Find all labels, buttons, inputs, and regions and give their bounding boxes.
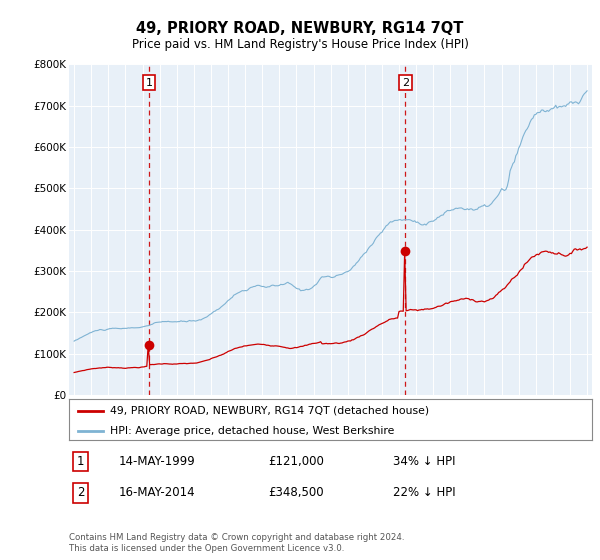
Text: £348,500: £348,500 [268, 486, 323, 500]
Text: 1: 1 [145, 78, 152, 87]
Text: 16-MAY-2014: 16-MAY-2014 [119, 486, 196, 500]
Text: 2: 2 [402, 78, 409, 87]
Text: Price paid vs. HM Land Registry's House Price Index (HPI): Price paid vs. HM Land Registry's House … [131, 38, 469, 51]
Text: 34% ↓ HPI: 34% ↓ HPI [394, 455, 456, 468]
Text: 49, PRIORY ROAD, NEWBURY, RG14 7QT (detached house): 49, PRIORY ROAD, NEWBURY, RG14 7QT (deta… [110, 405, 429, 416]
Text: 49, PRIORY ROAD, NEWBURY, RG14 7QT: 49, PRIORY ROAD, NEWBURY, RG14 7QT [136, 21, 464, 36]
Text: HPI: Average price, detached house, West Berkshire: HPI: Average price, detached house, West… [110, 426, 394, 436]
Text: 14-MAY-1999: 14-MAY-1999 [119, 455, 196, 468]
Text: 1: 1 [77, 455, 84, 468]
Text: 22% ↓ HPI: 22% ↓ HPI [394, 486, 456, 500]
Text: £121,000: £121,000 [268, 455, 323, 468]
Text: 2: 2 [77, 486, 84, 500]
Text: Contains HM Land Registry data © Crown copyright and database right 2024.
This d: Contains HM Land Registry data © Crown c… [69, 533, 404, 553]
